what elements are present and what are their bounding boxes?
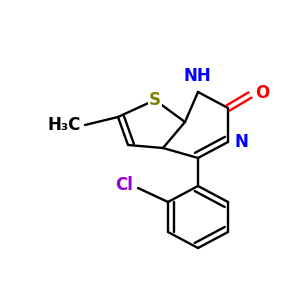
- Text: Cl: Cl: [115, 176, 133, 194]
- Text: H₃C: H₃C: [48, 116, 81, 134]
- Text: NH: NH: [183, 67, 211, 85]
- Text: N: N: [235, 133, 249, 151]
- Text: S: S: [149, 91, 161, 109]
- Text: O: O: [255, 84, 269, 102]
